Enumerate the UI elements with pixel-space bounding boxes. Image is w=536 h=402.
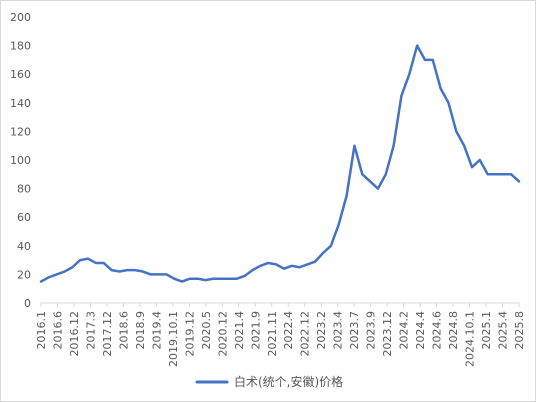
x-tick-label-7: 2019.4 (150, 311, 163, 350)
x-tick-label-19: 2023.7 (348, 311, 361, 350)
x-tick-label-1: 2016.6 (51, 311, 64, 350)
x-tick-label-17: 2023.2 (315, 311, 328, 350)
x-tick-label-0: 2016.1 (35, 311, 48, 350)
x-tick-label-27: 2025.1 (480, 311, 493, 350)
x-tick-label-6: 2018.9 (134, 311, 147, 350)
x-tick-label-23: 2024.4 (414, 311, 427, 350)
x-tick-label-16: 2022.12 (299, 311, 312, 357)
x-tick-label-10: 2020.5 (200, 311, 213, 350)
x-tick-label-3: 2017.3 (84, 311, 97, 350)
x-tick-label-25: 2024.8 (447, 311, 460, 350)
y-tick-label-5: 100 (10, 154, 31, 167)
y-tick-label-9: 180 (10, 40, 31, 53)
x-tick-label-20: 2023.9 (365, 311, 378, 350)
y-tick-label-4: 80 (17, 183, 31, 196)
y-tick-label-0: 0 (24, 297, 31, 310)
x-tick-label-18: 2023.4 (332, 311, 345, 350)
x-tick-label-14: 2021.11 (266, 311, 279, 357)
x-tick-label-28: 2025.4 (497, 311, 510, 350)
x-tick-label-2: 2016.12 (68, 311, 81, 357)
y-tick-label-10: 200 (10, 11, 31, 24)
y-tick-label-1: 20 (17, 268, 31, 281)
y-tick-label-6: 120 (10, 125, 31, 138)
x-tick-label-26: 2024.10.1 (464, 311, 477, 367)
x-tick-label-11: 2020.12 (216, 311, 229, 357)
x-tick-label-22: 2024.2 (398, 311, 411, 350)
x-tick-label-8: 2019.10.1 (167, 311, 180, 367)
x-tick-label-12: 2021.4 (233, 311, 246, 350)
x-tick-label-29: 2025.8 (513, 311, 526, 350)
x-tick-label-13: 2021.9 (249, 311, 262, 350)
x-tick-label-9: 2019.12 (183, 311, 196, 357)
y-tick-label-2: 40 (17, 240, 31, 253)
y-tick-label-7: 140 (10, 97, 31, 110)
y-tick-label-3: 60 (17, 211, 31, 224)
x-tick-label-21: 2023.12 (381, 311, 394, 357)
x-tick-label-15: 2022.4 (282, 311, 295, 350)
x-tick-label-4: 2017.12 (101, 311, 114, 357)
series-line-baizhu-price (39, 44, 521, 283)
x-tick-label-5: 2018.6 (117, 311, 130, 350)
legend-label: 白术(统个,安徽)价格 (234, 374, 343, 389)
y-tick-label-8: 160 (10, 68, 31, 81)
x-tick-label-24: 2024.6 (431, 311, 444, 350)
